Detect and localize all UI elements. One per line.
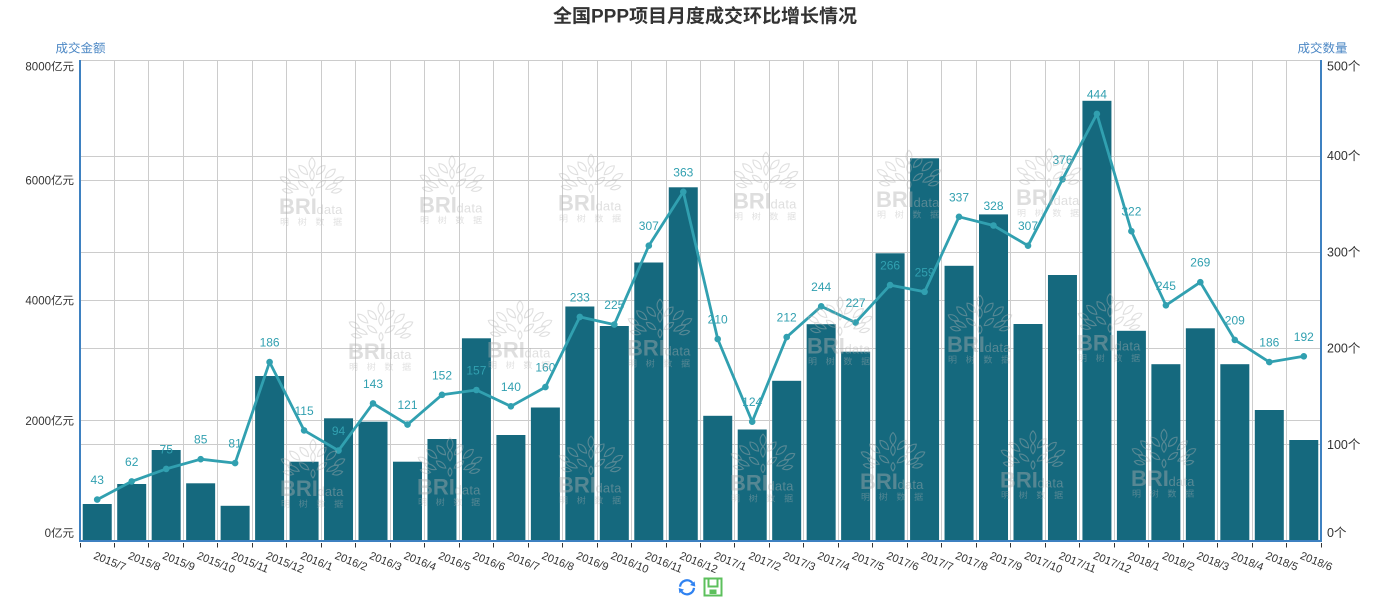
svg-text:259: 259 [915, 265, 935, 279]
svg-text:376: 376 [1052, 153, 1072, 167]
svg-text:121: 121 [397, 398, 417, 412]
svg-text:PPP: PPP [591, 7, 629, 28]
svg-text:209: 209 [1225, 313, 1245, 327]
svg-text:328: 328 [983, 199, 1003, 213]
svg-text:245: 245 [1156, 279, 1176, 293]
svg-text:363: 363 [673, 165, 693, 179]
svg-text:266: 266 [880, 259, 900, 273]
svg-text:210: 210 [708, 313, 728, 327]
svg-text:157: 157 [466, 364, 486, 378]
svg-text:8000: 8000 [25, 62, 51, 74]
svg-text:444: 444 [1087, 87, 1107, 101]
svg-text:43: 43 [91, 473, 105, 487]
svg-text:62: 62 [125, 455, 139, 469]
svg-text:85: 85 [194, 433, 208, 447]
svg-text:0: 0 [45, 528, 51, 540]
svg-text:143: 143 [363, 377, 383, 391]
svg-text:212: 212 [777, 311, 797, 325]
svg-text:75: 75 [160, 442, 174, 456]
svg-text:115: 115 [295, 404, 314, 418]
svg-text:100: 100 [1327, 438, 1348, 452]
svg-text:400: 400 [1327, 149, 1348, 163]
svg-text:6000: 6000 [25, 175, 51, 187]
svg-text:186: 186 [260, 336, 280, 350]
svg-text:124: 124 [742, 395, 762, 409]
svg-text:337: 337 [949, 190, 969, 204]
svg-text:307: 307 [1018, 219, 1038, 233]
svg-text:152: 152 [432, 368, 452, 382]
svg-text:81: 81 [228, 437, 242, 451]
svg-text:186: 186 [1259, 336, 1279, 350]
svg-text:322: 322 [1121, 205, 1141, 219]
svg-text:192: 192 [1294, 330, 1314, 344]
svg-text:269: 269 [1190, 256, 1210, 270]
svg-text:200: 200 [1327, 342, 1348, 356]
svg-text:227: 227 [846, 296, 866, 310]
svg-text:500: 500 [1327, 60, 1348, 74]
svg-text:140: 140 [501, 380, 521, 394]
svg-text:233: 233 [570, 290, 590, 304]
svg-text:300: 300 [1327, 245, 1348, 259]
svg-text:244: 244 [811, 280, 831, 294]
svg-text:94: 94 [332, 424, 346, 438]
svg-text:4000: 4000 [25, 296, 51, 308]
svg-text:225: 225 [604, 298, 624, 312]
svg-text:2000: 2000 [25, 416, 51, 428]
svg-text:307: 307 [639, 219, 659, 233]
svg-text:0: 0 [1327, 526, 1334, 540]
